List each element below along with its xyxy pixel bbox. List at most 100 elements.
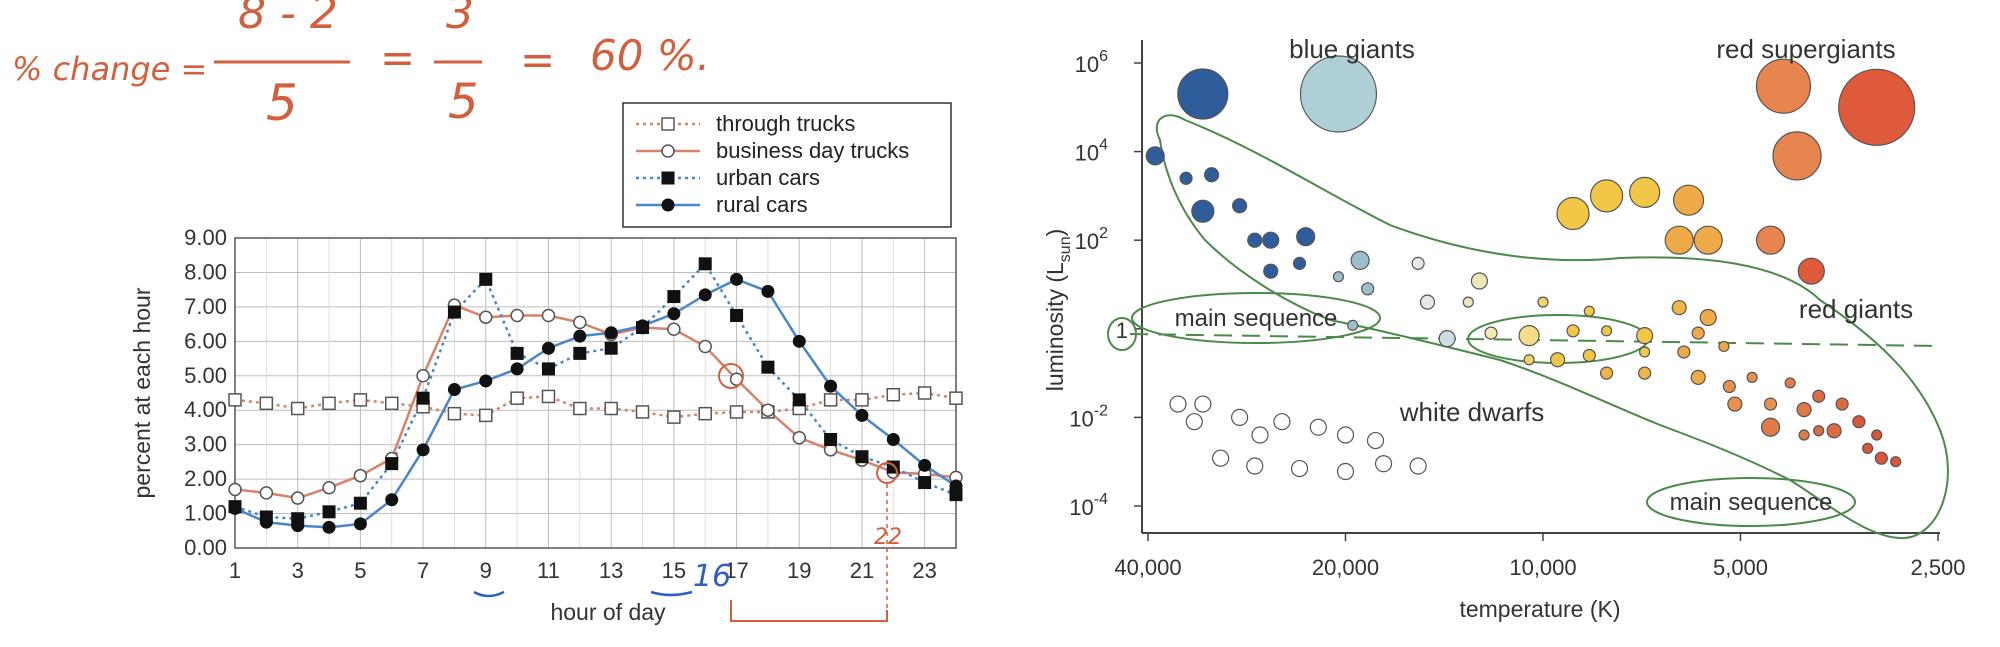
data-point bbox=[855, 393, 869, 407]
hr-y-ticks: 106 104 102 1 10-2 10-4 bbox=[1069, 48, 1142, 520]
data-point bbox=[730, 309, 744, 322]
traffic-y-tick-label: 7.00 bbox=[184, 294, 227, 319]
star-point bbox=[1550, 352, 1566, 368]
star-point bbox=[1347, 319, 1359, 331]
data-point bbox=[667, 307, 681, 321]
data-point bbox=[541, 389, 556, 404]
star-point bbox=[1212, 449, 1230, 467]
traffic-x-axis-label: hour of day bbox=[550, 599, 666, 625]
handwritten-formula: % change = 8 - 2 5 = 3 5 = 60 %. bbox=[12, 0, 710, 132]
star-point bbox=[1566, 324, 1580, 338]
hr-y-tick-label: 10-2 bbox=[1069, 402, 1108, 431]
main-sequence-outline bbox=[1155, 114, 1949, 540]
traffic-y-tick-label: 8.00 bbox=[184, 259, 227, 284]
star-point bbox=[1438, 330, 1456, 348]
hr-stars bbox=[1145, 55, 1916, 481]
data-point bbox=[385, 493, 399, 507]
data-point bbox=[886, 433, 900, 446]
formula-denominator-1: 5 bbox=[266, 74, 298, 132]
star-point bbox=[1852, 415, 1866, 429]
star-point bbox=[1813, 425, 1825, 437]
data-point bbox=[886, 387, 901, 402]
star-point bbox=[1690, 369, 1706, 385]
star-point bbox=[1629, 176, 1661, 208]
label-main-sequence-1: main sequence bbox=[1175, 305, 1338, 332]
star-point bbox=[1599, 366, 1614, 380]
traffic-x-tick-label: 5 bbox=[354, 558, 366, 583]
series-rural-cars bbox=[234, 277, 957, 529]
star-point bbox=[1251, 426, 1269, 444]
data-point bbox=[416, 443, 430, 457]
label-red-giants: red giants bbox=[1799, 294, 1913, 324]
legend-swatch-marker bbox=[661, 144, 675, 158]
star-point bbox=[1583, 305, 1595, 317]
star-point bbox=[1746, 371, 1758, 383]
data-point bbox=[824, 433, 838, 446]
formula-equals-2: = bbox=[520, 35, 555, 84]
pen-circle-22 bbox=[876, 462, 898, 484]
traffic-plot-frame bbox=[234, 237, 957, 549]
traffic-x-tick-label: 23 bbox=[912, 558, 936, 583]
hr-x-ticks: 40,000 20,000 10,000 5,000 2,500 bbox=[1114, 533, 1966, 580]
traffic-x-ticks: 1 3 5 7 9 11 13 15 17 19 21 23 bbox=[229, 558, 937, 583]
star-point bbox=[1185, 413, 1203, 431]
star-point bbox=[1484, 326, 1498, 340]
data-point bbox=[447, 406, 462, 421]
traffic-y-tick-label: 6.00 bbox=[184, 328, 227, 353]
formula-denominator-2: 5 bbox=[448, 74, 479, 130]
star-point bbox=[1826, 423, 1842, 439]
data-point bbox=[667, 322, 681, 337]
data-point bbox=[792, 334, 806, 348]
data-point bbox=[541, 362, 555, 376]
data-point bbox=[573, 315, 587, 330]
data-point bbox=[228, 393, 242, 407]
star-point bbox=[1664, 225, 1694, 255]
data-point bbox=[290, 491, 305, 505]
star-point bbox=[1246, 457, 1264, 475]
underline-15 bbox=[650, 590, 693, 597]
star-point bbox=[1409, 457, 1427, 475]
star-point bbox=[1194, 395, 1212, 413]
star-point bbox=[1693, 225, 1723, 255]
data-point bbox=[259, 515, 273, 529]
data-point bbox=[698, 288, 712, 302]
hr-x-tick-label: 10,000 bbox=[1509, 555, 1576, 580]
hr-x-axis-label: temperature (K) bbox=[1459, 596, 1620, 622]
star-point bbox=[1366, 431, 1385, 450]
data-point bbox=[479, 408, 493, 423]
star-point bbox=[1871, 429, 1883, 441]
data-point bbox=[416, 369, 430, 383]
star-point bbox=[1755, 58, 1812, 114]
hr-y-label-close: ) bbox=[1042, 229, 1068, 237]
data-point bbox=[353, 393, 368, 407]
star-point bbox=[1296, 227, 1316, 247]
data-point bbox=[667, 410, 681, 424]
traffic-x-tick-label: 7 bbox=[417, 558, 429, 583]
star-point bbox=[1835, 397, 1849, 411]
traffic-x-tick-label: 13 bbox=[599, 558, 623, 583]
label-main-sequence-2: main sequence bbox=[1670, 489, 1833, 516]
main-sequence-label-ring-1 bbox=[1131, 292, 1381, 344]
traffic-y-tick-label: 2.00 bbox=[184, 466, 227, 491]
star-point bbox=[1336, 462, 1355, 481]
series-line bbox=[234, 391, 957, 419]
star-point bbox=[1419, 294, 1436, 310]
data-point bbox=[949, 479, 963, 493]
label-white-dwarfs: white dwarfs bbox=[1399, 397, 1545, 427]
star-point bbox=[1582, 348, 1596, 363]
data-point bbox=[698, 257, 712, 271]
data-point bbox=[761, 403, 775, 417]
star-point bbox=[1361, 282, 1375, 296]
data-point bbox=[541, 308, 556, 323]
data-point bbox=[573, 346, 587, 360]
markers-rural-cars bbox=[228, 272, 963, 534]
star-point bbox=[1462, 296, 1474, 308]
data-point bbox=[573, 329, 587, 343]
data-point bbox=[573, 401, 587, 416]
traffic-y-tick-label: 0.00 bbox=[184, 535, 227, 560]
series-line bbox=[234, 277, 957, 529]
data-point bbox=[510, 391, 524, 405]
star-point bbox=[1273, 413, 1291, 431]
